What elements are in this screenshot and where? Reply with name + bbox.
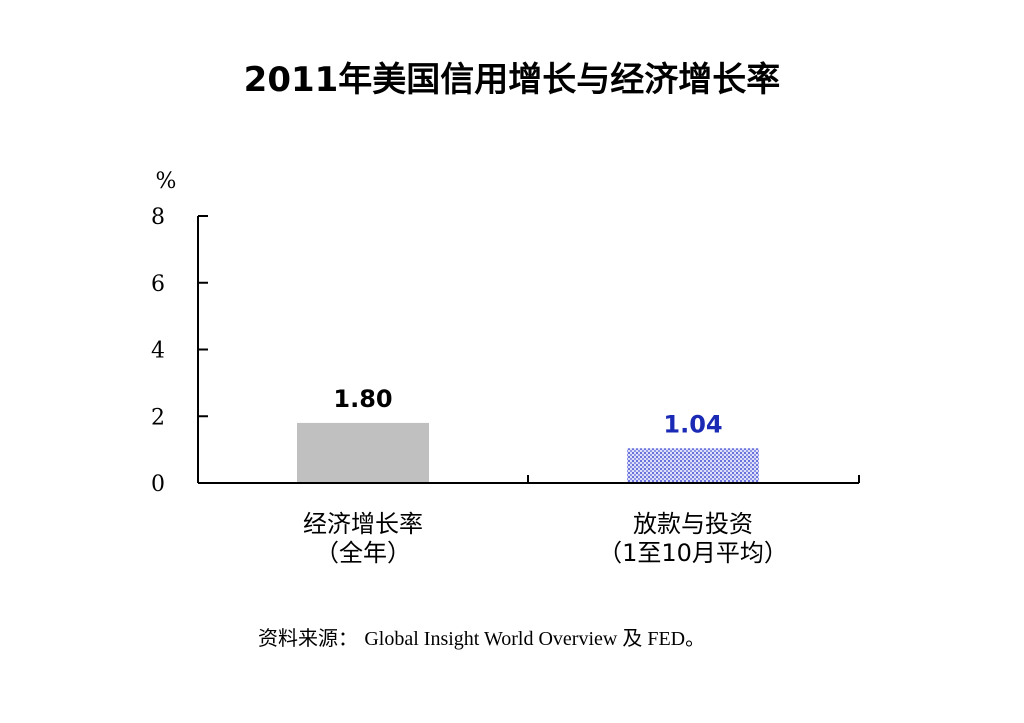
chart-title: 2011年美国信用增长与经济增长率 xyxy=(243,60,781,100)
category-label: 放款与投资 xyxy=(633,510,753,538)
y-tick-label: 2 xyxy=(151,405,165,430)
y-tick-label: 6 xyxy=(151,272,165,297)
category-label: （全年） xyxy=(315,539,411,567)
y-tick-label: 8 xyxy=(151,205,165,230)
y-axis-unit-label: % xyxy=(156,169,177,194)
bar-value-label: 1.80 xyxy=(333,385,392,413)
source-note: 资料来源： Global Insight World Overview 及 FE… xyxy=(258,622,705,651)
bar-value-label: 1.04 xyxy=(663,410,722,438)
source-text: Global Insight World Overview 及 FED。 xyxy=(364,628,706,650)
source-label: 资料来源： xyxy=(258,626,358,650)
bar xyxy=(297,422,429,483)
bar xyxy=(627,448,759,483)
y-tick-label: 0 xyxy=(151,472,165,497)
category-label: 经济增长率 xyxy=(303,510,423,538)
y-tick-label: 4 xyxy=(151,339,165,364)
category-label: （1至10月平均） xyxy=(598,539,788,567)
